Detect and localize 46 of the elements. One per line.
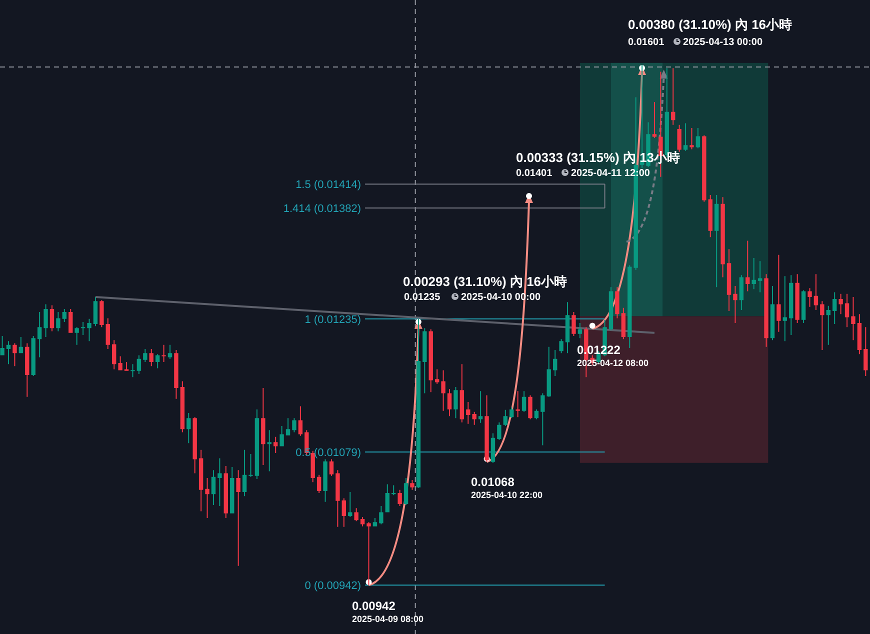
annotation: 0.01235 xyxy=(404,292,441,303)
candlestick xyxy=(80,322,86,335)
annotation: 2025-04-11 12:00 xyxy=(571,168,650,179)
annotation: 0 (0.00942) xyxy=(304,580,361,592)
candlestick xyxy=(441,370,446,411)
candlestick xyxy=(434,369,440,384)
candlestick xyxy=(118,356,122,370)
candlestick xyxy=(838,294,843,314)
candlestick xyxy=(851,296,856,340)
annotation: 1 (0.01235) xyxy=(304,314,361,326)
candlestick xyxy=(733,286,738,323)
candlestick xyxy=(410,480,414,490)
annotation: 1.5 (0.01414) xyxy=(296,179,361,191)
candlestick xyxy=(218,458,222,506)
candlestick xyxy=(248,454,253,477)
candlestick xyxy=(236,470,240,566)
annotation: 0.01068 xyxy=(471,475,515,489)
candlestick xyxy=(205,478,210,518)
candlestick xyxy=(782,276,788,342)
annotation: 0.01401 xyxy=(516,168,553,179)
candlestick xyxy=(143,348,148,362)
candlestick xyxy=(267,430,272,472)
annotation: 0.5 (0.01079) xyxy=(296,447,361,459)
text: 0.00380 (31.10%) 內 16小時 xyxy=(628,17,792,32)
annotation: 2025-04-10 22:00 xyxy=(471,490,543,500)
candlestick xyxy=(162,344,166,362)
candlestick xyxy=(516,391,520,418)
candlestick xyxy=(864,327,868,376)
candlestick xyxy=(130,364,135,378)
candlestick xyxy=(690,128,694,150)
candlestick xyxy=(652,102,657,138)
candlestick xyxy=(820,301,824,350)
candlestick xyxy=(746,240,750,292)
text: 0.01601 xyxy=(628,37,665,48)
candlestick xyxy=(74,327,79,345)
candlestick xyxy=(261,388,266,465)
annotation: 0.00293 (31.10%) 內 16小時 xyxy=(403,274,568,289)
candlestick xyxy=(776,254,781,332)
candlestick xyxy=(758,261,762,292)
text: 2025-04-09 08:00 xyxy=(352,614,424,624)
candlestick xyxy=(478,391,483,423)
annotation: 1.414 (0.01382) xyxy=(283,203,361,215)
candlestick xyxy=(683,123,688,151)
text: 2025-04-13 00:00 xyxy=(683,37,763,48)
text: 0.00942 xyxy=(352,599,396,613)
candlestick xyxy=(540,393,545,446)
